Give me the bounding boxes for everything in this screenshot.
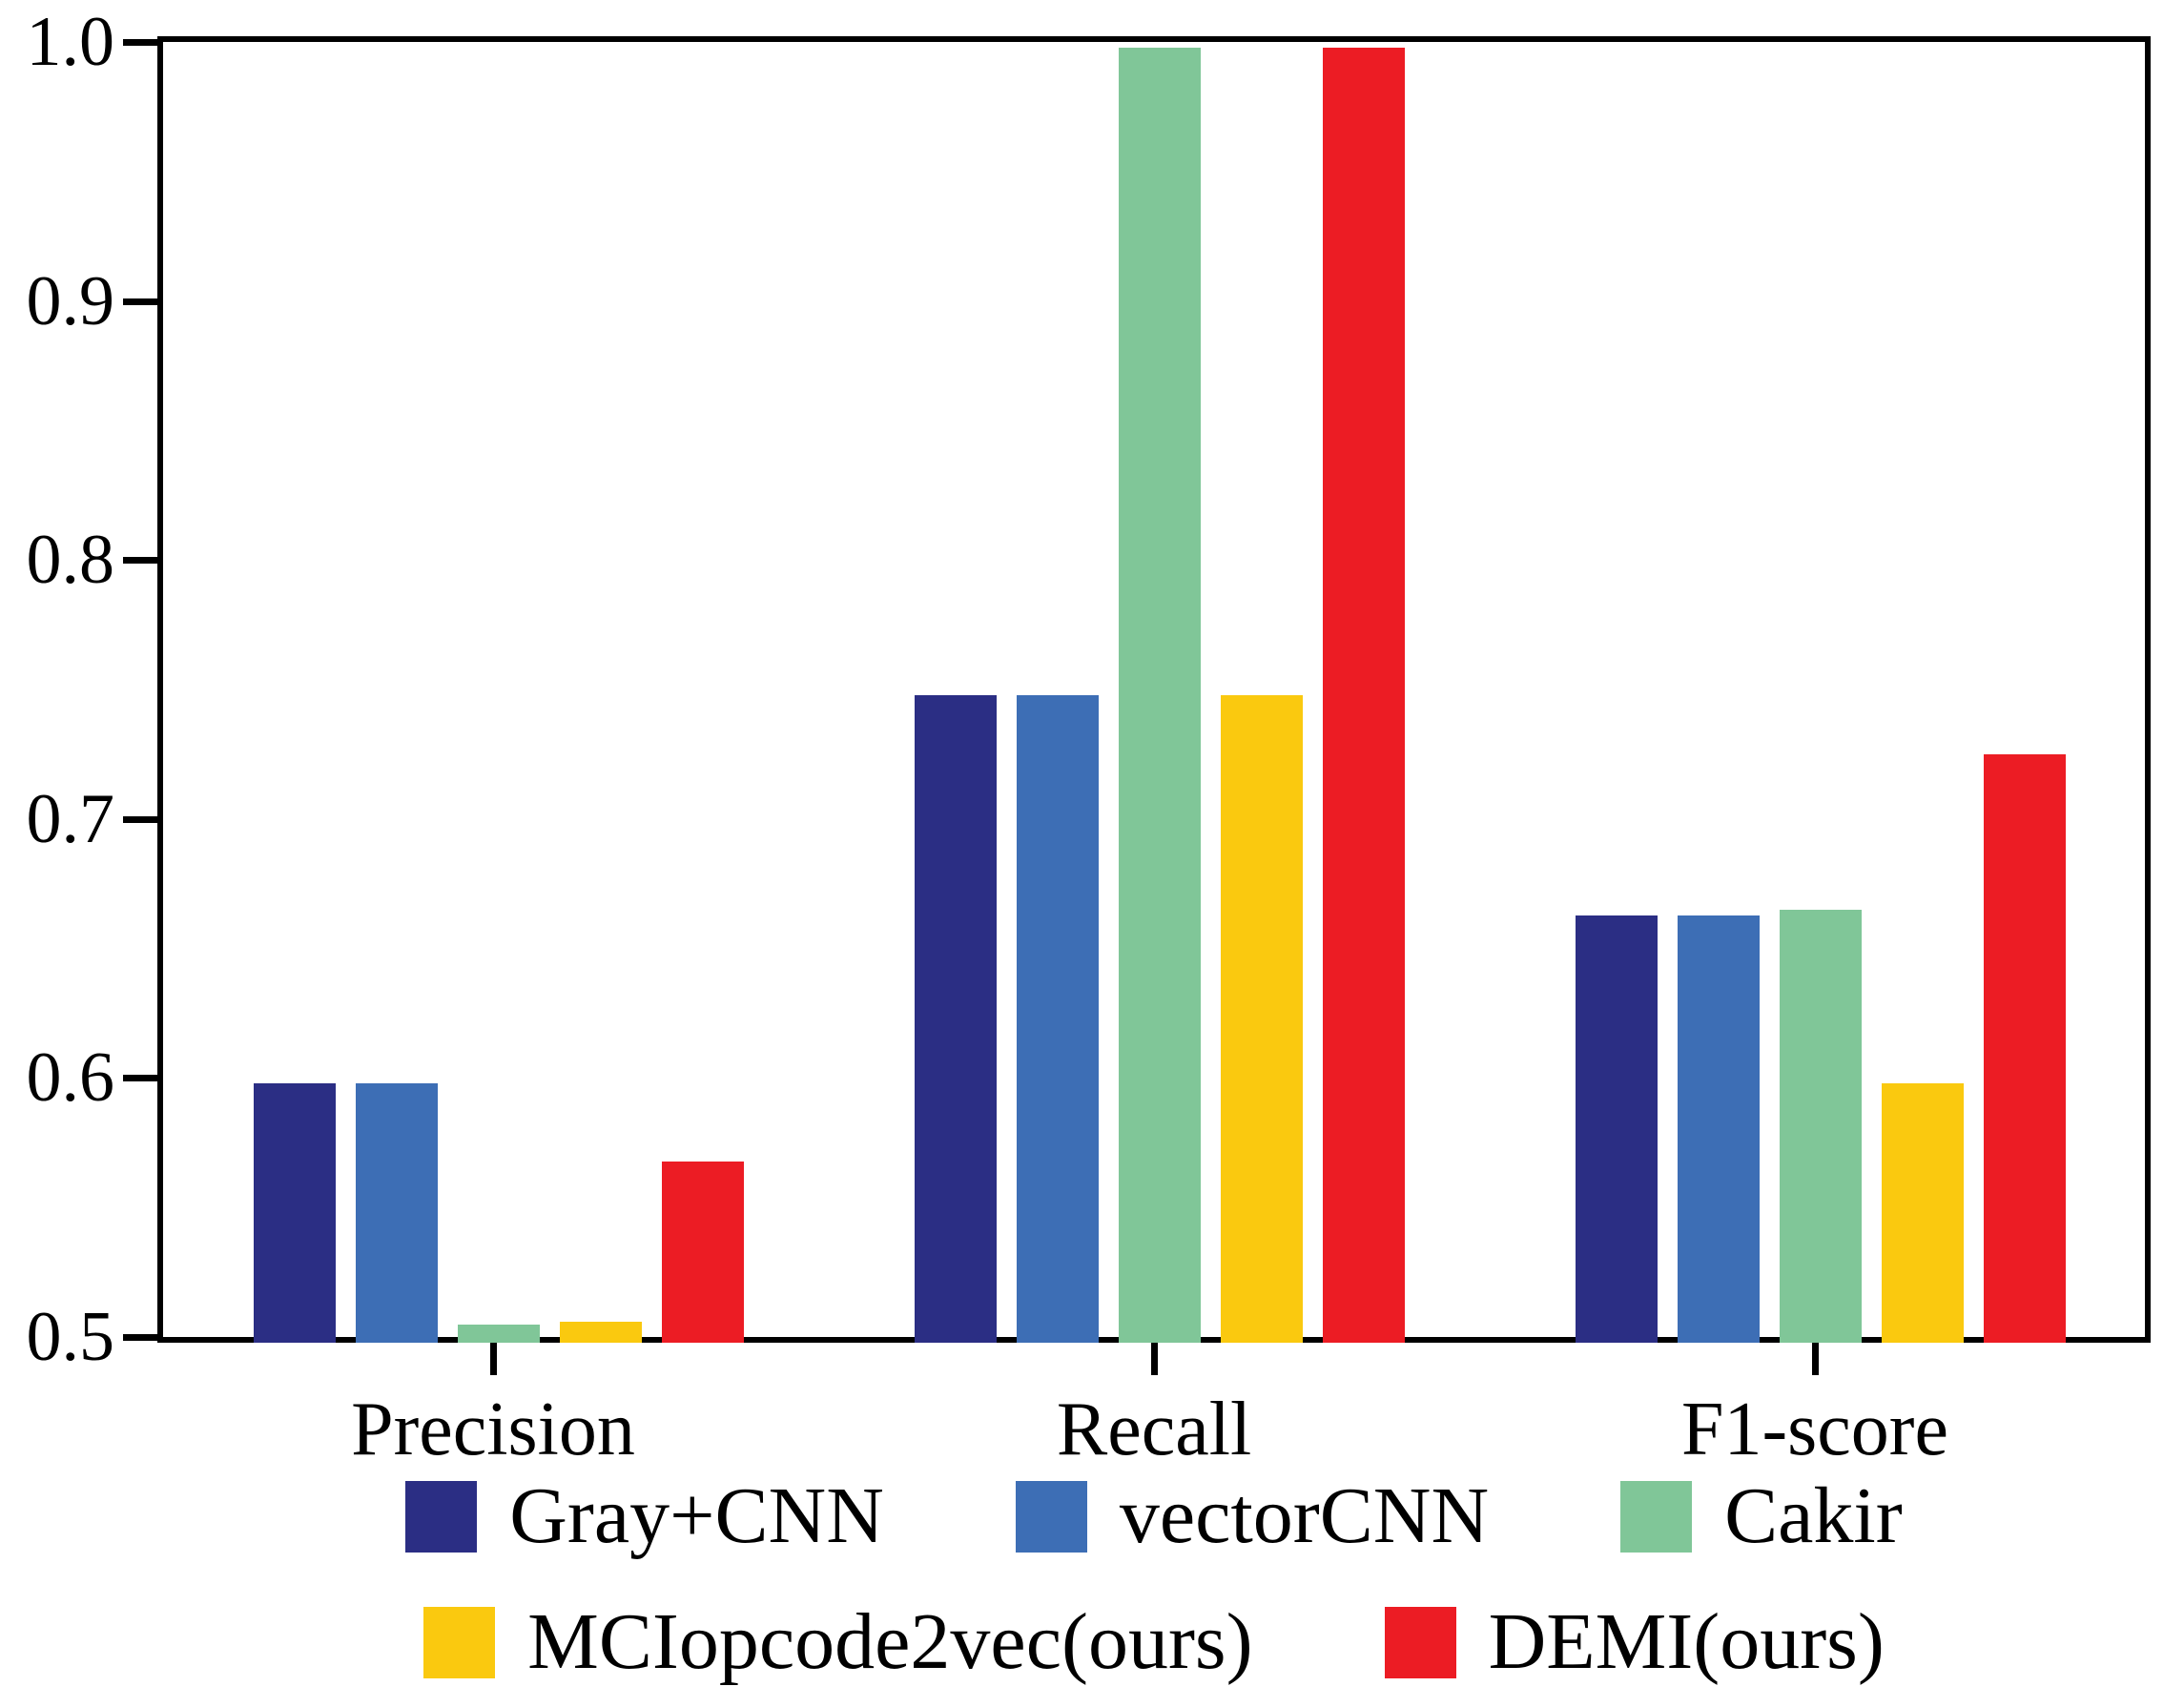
y-tick-mark-0.7 xyxy=(123,816,157,823)
y-tick-label-0.9: 0.9 xyxy=(26,262,115,340)
bar-mciopcode2vec-ours-recall xyxy=(1221,695,1303,1343)
legend-label-vectorcnn: vectorCNN xyxy=(1119,1471,1490,1560)
y-tick-label-0.5: 0.5 xyxy=(26,1298,115,1376)
legend-item-cakir: Cakir xyxy=(1620,1469,1903,1564)
x-tick-label-f1-score: F1-score xyxy=(1681,1388,1948,1471)
y-tick-mark-0.9 xyxy=(123,298,157,305)
bar-demi-ours-recall xyxy=(1323,48,1405,1343)
legend-row-2: MCIopcode2vec(ours) DEMI(ours) xyxy=(157,1594,2151,1690)
bar-mciopcode2vec-ours-precision xyxy=(560,1322,642,1343)
legend-row-1: Gray+CNN vectorCNN Cakir xyxy=(157,1469,2151,1564)
x-tick-label-recall: Recall xyxy=(1056,1388,1252,1471)
bar-cakir-precision xyxy=(458,1325,540,1343)
legend-label-cakir: Cakir xyxy=(1724,1471,1903,1560)
legend-swatch-gray-cnn xyxy=(405,1480,478,1553)
x-tick-mark-recall xyxy=(1151,1343,1158,1375)
bar-mciopcode2vec-ours-f1-score xyxy=(1882,1083,1964,1343)
x-tick-label-precision: Precision xyxy=(351,1388,635,1471)
legend-item-gray-cnn: Gray+CNN xyxy=(405,1469,884,1564)
legend-swatch-demi-ours xyxy=(1384,1606,1456,1678)
legend-label-mciopcode2vec-ours: MCIopcode2vec(ours) xyxy=(527,1597,1253,1686)
legend-item-vectorcnn: vectorCNN xyxy=(1015,1469,1490,1564)
legend-item-mciopcode2vec-ours: MCIopcode2vec(ours) xyxy=(423,1594,1253,1690)
bar-gray-cnn-precision xyxy=(254,1083,336,1343)
bar-gray-cnn-recall xyxy=(915,695,997,1343)
legend-swatch-mciopcode2vec-ours xyxy=(423,1606,496,1678)
y-tick-label-0.6: 0.6 xyxy=(26,1039,115,1117)
bar-demi-ours-precision xyxy=(662,1162,744,1343)
bar-vectorcnn-f1-score xyxy=(1678,915,1760,1343)
y-tick-mark-0.6 xyxy=(123,1075,157,1081)
bar-vectorcnn-recall xyxy=(1017,695,1099,1343)
x-tick-mark-precision xyxy=(490,1343,497,1375)
y-tick-mark-0.8 xyxy=(123,557,157,564)
legend-label-gray-cnn: Gray+CNN xyxy=(509,1471,884,1560)
bar-gray-cnn-f1-score xyxy=(1576,915,1658,1343)
bar-vectorcnn-precision xyxy=(356,1083,438,1343)
bar-cakir-recall xyxy=(1119,48,1201,1343)
legend-swatch-vectorcnn xyxy=(1015,1480,1087,1553)
legend-label-demi-ours: DEMI(ours) xyxy=(1488,1597,1885,1686)
legend-item-demi-ours: DEMI(ours) xyxy=(1384,1594,1885,1690)
y-tick-label-0.7: 0.7 xyxy=(26,780,115,858)
bar-demi-ours-f1-score xyxy=(1984,754,2066,1343)
x-tick-mark-f1-score xyxy=(1812,1343,1819,1375)
y-tick-mark-0.5 xyxy=(123,1334,157,1341)
legend-swatch-cakir xyxy=(1620,1480,1693,1553)
y-tick-label-0.8: 0.8 xyxy=(26,521,115,599)
y-tick-label-1.0: 1.0 xyxy=(26,3,115,81)
bar-cakir-f1-score xyxy=(1780,910,1862,1343)
y-tick-mark-1.0 xyxy=(123,39,157,46)
plot-area xyxy=(157,36,2151,1343)
